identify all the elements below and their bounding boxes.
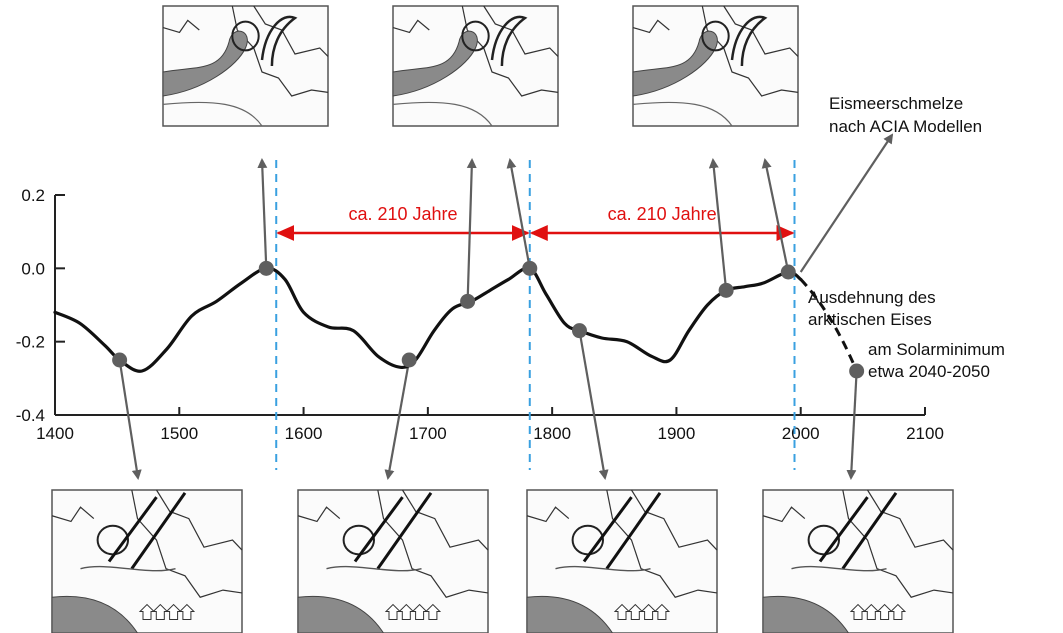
connector-arrow	[466, 158, 477, 302]
connector-arrow	[257, 158, 268, 269]
connector-arrow	[384, 359, 411, 480]
connector-arrow	[846, 370, 858, 480]
span-label: ca. 210 Jahre	[348, 204, 457, 224]
map-1990	[632, 5, 799, 127]
data-point	[522, 260, 538, 276]
data-point	[112, 352, 128, 368]
map-2045	[762, 489, 954, 633]
acia-annotation-line-2: nach ACIA Modellen	[829, 117, 982, 136]
data-point	[258, 260, 274, 276]
y-tick-label: 0.0	[21, 259, 45, 278]
solar-annotation-line-2: etwa 2040-2050	[868, 362, 990, 381]
span-label: ca. 210 Jahre	[608, 204, 717, 224]
y-tick-label: -0.2	[16, 333, 45, 352]
map-1830	[526, 489, 718, 633]
x-tick-label: 1900	[658, 424, 696, 443]
map-connector-arrows	[118, 133, 894, 480]
acia-arrow	[799, 133, 894, 273]
data-markers	[112, 260, 865, 379]
connector-arrow	[761, 158, 790, 273]
x-ticks: 1400 1500 1600 1700 1800 1900 2000 2100	[36, 407, 944, 443]
map-1580	[162, 5, 329, 127]
connector-arrow	[578, 330, 609, 480]
x-tick-label: 1500	[160, 424, 198, 443]
x-tick-label: 1800	[533, 424, 571, 443]
data-point	[849, 363, 865, 379]
y-ticks: 0.2 0.0 -0.2 -0.4	[16, 186, 65, 425]
ice-extent-line	[53, 266, 803, 373]
x-tick-label: 1700	[409, 424, 447, 443]
annotations: Eismeerschmelze nach ACIA Modellen Ausde…	[808, 94, 1005, 381]
extrapolation-line	[799, 278, 859, 372]
data-point	[460, 293, 476, 309]
ice-annotation-line-1: Ausdehnung des	[808, 288, 936, 307]
y-tick-label: 0.2	[21, 186, 45, 205]
map-1460	[51, 489, 243, 633]
connector-arrow	[708, 158, 728, 291]
top-map-thumbnails	[162, 5, 799, 127]
cycle-markers	[275, 160, 796, 470]
acia-annotation-line-1: Eismeerschmelze	[829, 94, 963, 113]
ice-annotation-line-2: arktischen Eises	[808, 310, 932, 329]
map-1780	[392, 5, 559, 127]
connector-arrow	[506, 158, 531, 269]
map-1680	[297, 489, 489, 633]
bottom-map-thumbnails	[51, 489, 954, 633]
data-point	[571, 323, 587, 339]
data-point	[718, 282, 734, 298]
connector-arrow	[118, 359, 142, 480]
axes: 0.2 0.0 -0.2 -0.4 1400 1500 1600 1700 1800 1900 2…	[16, 186, 944, 443]
y-tick-label: -0.4	[16, 406, 45, 425]
data-point	[780, 264, 796, 280]
solar-annotation-line-1: am Solarminimum	[868, 340, 1005, 359]
x-tick-label: 2100	[906, 424, 944, 443]
x-tick-label: 1400	[36, 424, 74, 443]
cycle-span-arrows: ca. 210 Jahre ca. 210 Jahre	[276, 204, 795, 241]
x-tick-label: 2000	[782, 424, 820, 443]
x-tick-label: 1600	[285, 424, 323, 443]
data-point	[401, 352, 417, 368]
